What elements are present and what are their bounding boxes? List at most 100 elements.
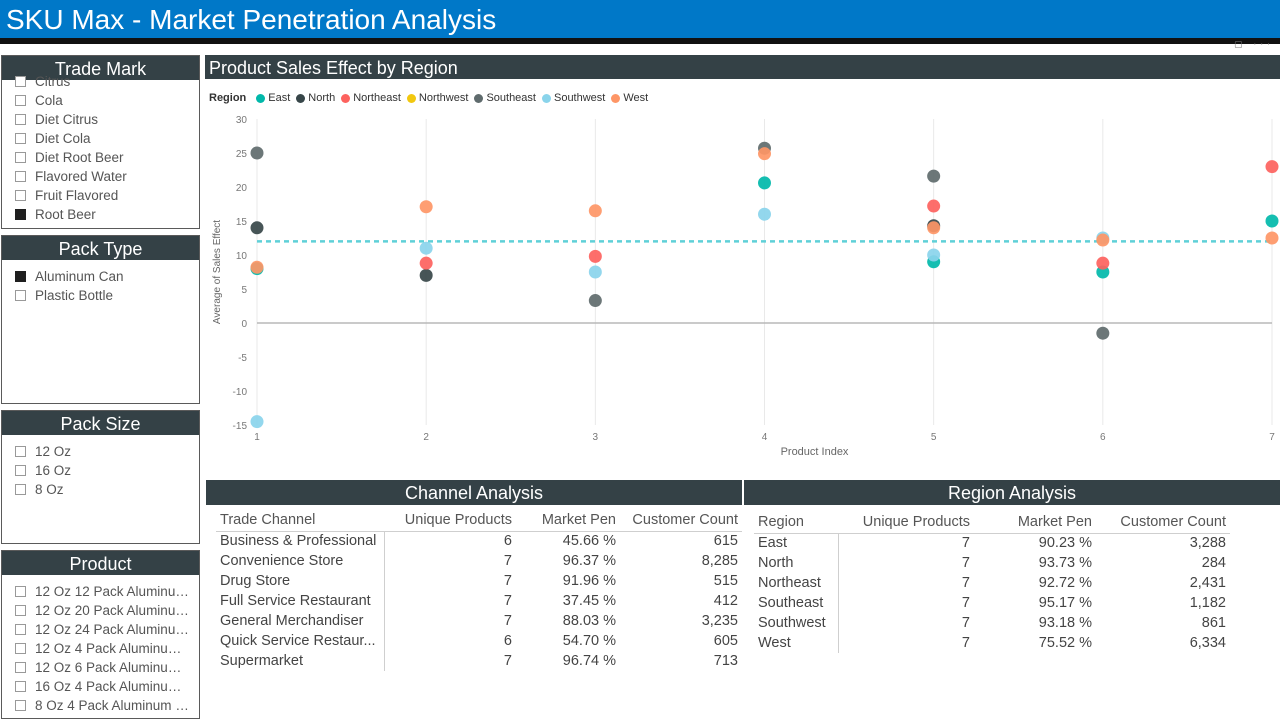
data-point-north	[250, 221, 264, 235]
checkbox[interactable]	[15, 700, 26, 711]
slicer-item[interactable]: 12 Oz	[15, 442, 199, 461]
column-header[interactable]: Unique Products	[838, 511, 974, 534]
slicer-item[interactable]: 8 Oz 4 Pack Aluminum C...	[15, 696, 199, 715]
legend-item[interactable]: Northeast	[341, 92, 401, 104]
checkbox[interactable]	[15, 446, 26, 457]
table-cell: 92.72 %	[1038, 575, 1092, 591]
table-cell: 6	[503, 633, 512, 649]
column-header[interactable]: Customer Count	[1096, 511, 1230, 534]
legend-item[interactable]: Southwest	[541, 92, 605, 104]
checkbox[interactable]	[15, 171, 26, 182]
legend-label: Northeast	[353, 92, 401, 104]
slicer-item[interactable]: 8 Oz	[15, 480, 199, 499]
slicer-item[interactable]: 12 Oz 12 Pack Aluminum...	[15, 582, 199, 601]
column-header[interactable]: Region	[754, 511, 838, 534]
slicer-list: Citrus Cola Diet Citrus Diet Cola Diet Root …	[2, 72, 199, 224]
data-point-east	[1265, 214, 1279, 228]
table-cell: 605	[713, 633, 738, 649]
data-point-northeast	[588, 249, 602, 263]
legend-item[interactable]: Northwest	[406, 92, 468, 104]
table-cell: 88.03 %	[562, 613, 616, 629]
table-header-row: Region Unique Products Market Pen Customer …	[754, 511, 1230, 534]
x-tick-label: 4	[762, 432, 768, 443]
table-cell: 1,182	[1189, 595, 1226, 611]
table-cell: 3,235	[701, 613, 738, 629]
table-cell: 713	[713, 653, 738, 669]
checkbox[interactable]	[15, 95, 26, 106]
checkbox[interactable]	[15, 586, 26, 597]
checkbox[interactable]	[15, 605, 26, 616]
y-tick-label: -15	[233, 421, 248, 432]
table-cell: 515	[713, 573, 738, 589]
slicer-item[interactable]: Cola	[15, 91, 199, 110]
checkbox[interactable]	[15, 133, 26, 144]
checkbox[interactable]	[15, 681, 26, 692]
legend-marker	[474, 93, 484, 103]
table-cell: 54.70 %	[562, 633, 616, 649]
checkbox[interactable]	[15, 209, 26, 220]
checkbox[interactable]	[15, 114, 26, 125]
data-point-southwest	[250, 415, 264, 429]
data-point-southwest	[758, 207, 771, 221]
legend-item[interactable]: West	[611, 92, 648, 104]
column-header[interactable]: Unique Products	[384, 509, 516, 532]
y-tick-label: -5	[238, 353, 247, 364]
column-header[interactable]: Market Pen	[516, 509, 620, 532]
legend-label: East	[268, 92, 291, 104]
slicer-item[interactable]: 12 Oz 6 Pack Aluminum ...	[15, 658, 199, 677]
checkbox[interactable]	[15, 624, 26, 635]
checkbox[interactable]	[15, 290, 26, 301]
slicer-item[interactable]: Diet Citrus	[15, 110, 199, 129]
title-divider	[0, 38, 1280, 44]
slicer-item[interactable]: Diet Root Beer	[15, 148, 199, 167]
legend-title: Region	[209, 92, 247, 104]
column-header[interactable]: Customer Count	[620, 509, 742, 532]
checkbox[interactable]	[15, 152, 26, 163]
checkbox[interactable]	[15, 76, 26, 87]
slicer-item[interactable]: Root Beer	[15, 205, 199, 224]
slicer-item[interactable]: 12 Oz 24 Pack Aluminum...	[15, 620, 199, 639]
slicer-item[interactable]: Aluminum Can	[15, 267, 199, 286]
table-row: Business & Professional 6 45.66 % 615	[216, 531, 742, 551]
legend-item[interactable]: North	[296, 92, 335, 104]
checkbox[interactable]	[15, 190, 26, 201]
slicer-item[interactable]: Flavored Water	[15, 167, 199, 186]
table-cell: 284	[1201, 555, 1226, 571]
slicer-item[interactable]: Citrus	[15, 72, 199, 91]
slicer-item[interactable]: 16 Oz	[15, 461, 199, 480]
checkbox[interactable]	[15, 484, 26, 495]
table-row: Southeast 7 95.17 % 1,182	[754, 593, 1230, 613]
legend-item[interactable]: East	[256, 92, 290, 104]
table-cell: Southwest	[754, 613, 839, 633]
slicer-item-label: Root Beer	[35, 207, 96, 222]
slicer-item-label: Citrus	[35, 74, 71, 89]
checkbox[interactable]	[15, 643, 26, 654]
slicer-title: Product	[2, 551, 199, 575]
checkbox[interactable]	[15, 465, 26, 476]
visual-header-icons[interactable]: ▢ ···	[1234, 40, 1274, 50]
y-tick-label: 10	[236, 251, 248, 262]
slicer-item-label: 8 Oz	[35, 482, 64, 497]
slicer-item-label: Plastic Bottle	[35, 288, 114, 303]
slicer-item[interactable]: 12 Oz 20 Pack Aluminum...	[15, 601, 199, 620]
data-point-southeast	[250, 146, 264, 160]
slicer-item-label: 12 Oz 4 Pack Aluminum ...	[35, 641, 191, 656]
slicer-item[interactable]: Diet Cola	[15, 129, 199, 148]
column-header[interactable]: Trade Channel	[216, 509, 384, 532]
column-header[interactable]: Market Pen	[974, 511, 1096, 534]
checkbox[interactable]	[15, 662, 26, 673]
table-cell: 7	[961, 595, 970, 611]
table-cell: 2,431	[1189, 575, 1226, 591]
slicer-item-label: Aluminum Can	[35, 269, 124, 284]
checkbox[interactable]	[15, 271, 26, 282]
legend-item[interactable]: Southeast	[474, 92, 536, 104]
legend-marker	[611, 93, 621, 103]
y-tick-label: -10	[233, 387, 248, 398]
x-tick-label: 7	[1269, 432, 1275, 443]
slicer-item[interactable]: 12 Oz 4 Pack Aluminum ...	[15, 639, 199, 658]
slicer-item[interactable]: 16 Oz 4 Pack Aluminum ...	[15, 677, 199, 696]
slicer-item[interactable]: Plastic Bottle	[15, 286, 199, 305]
data-point-southeast	[588, 294, 602, 308]
slicer-item[interactable]: Fruit Flavored	[15, 186, 199, 205]
